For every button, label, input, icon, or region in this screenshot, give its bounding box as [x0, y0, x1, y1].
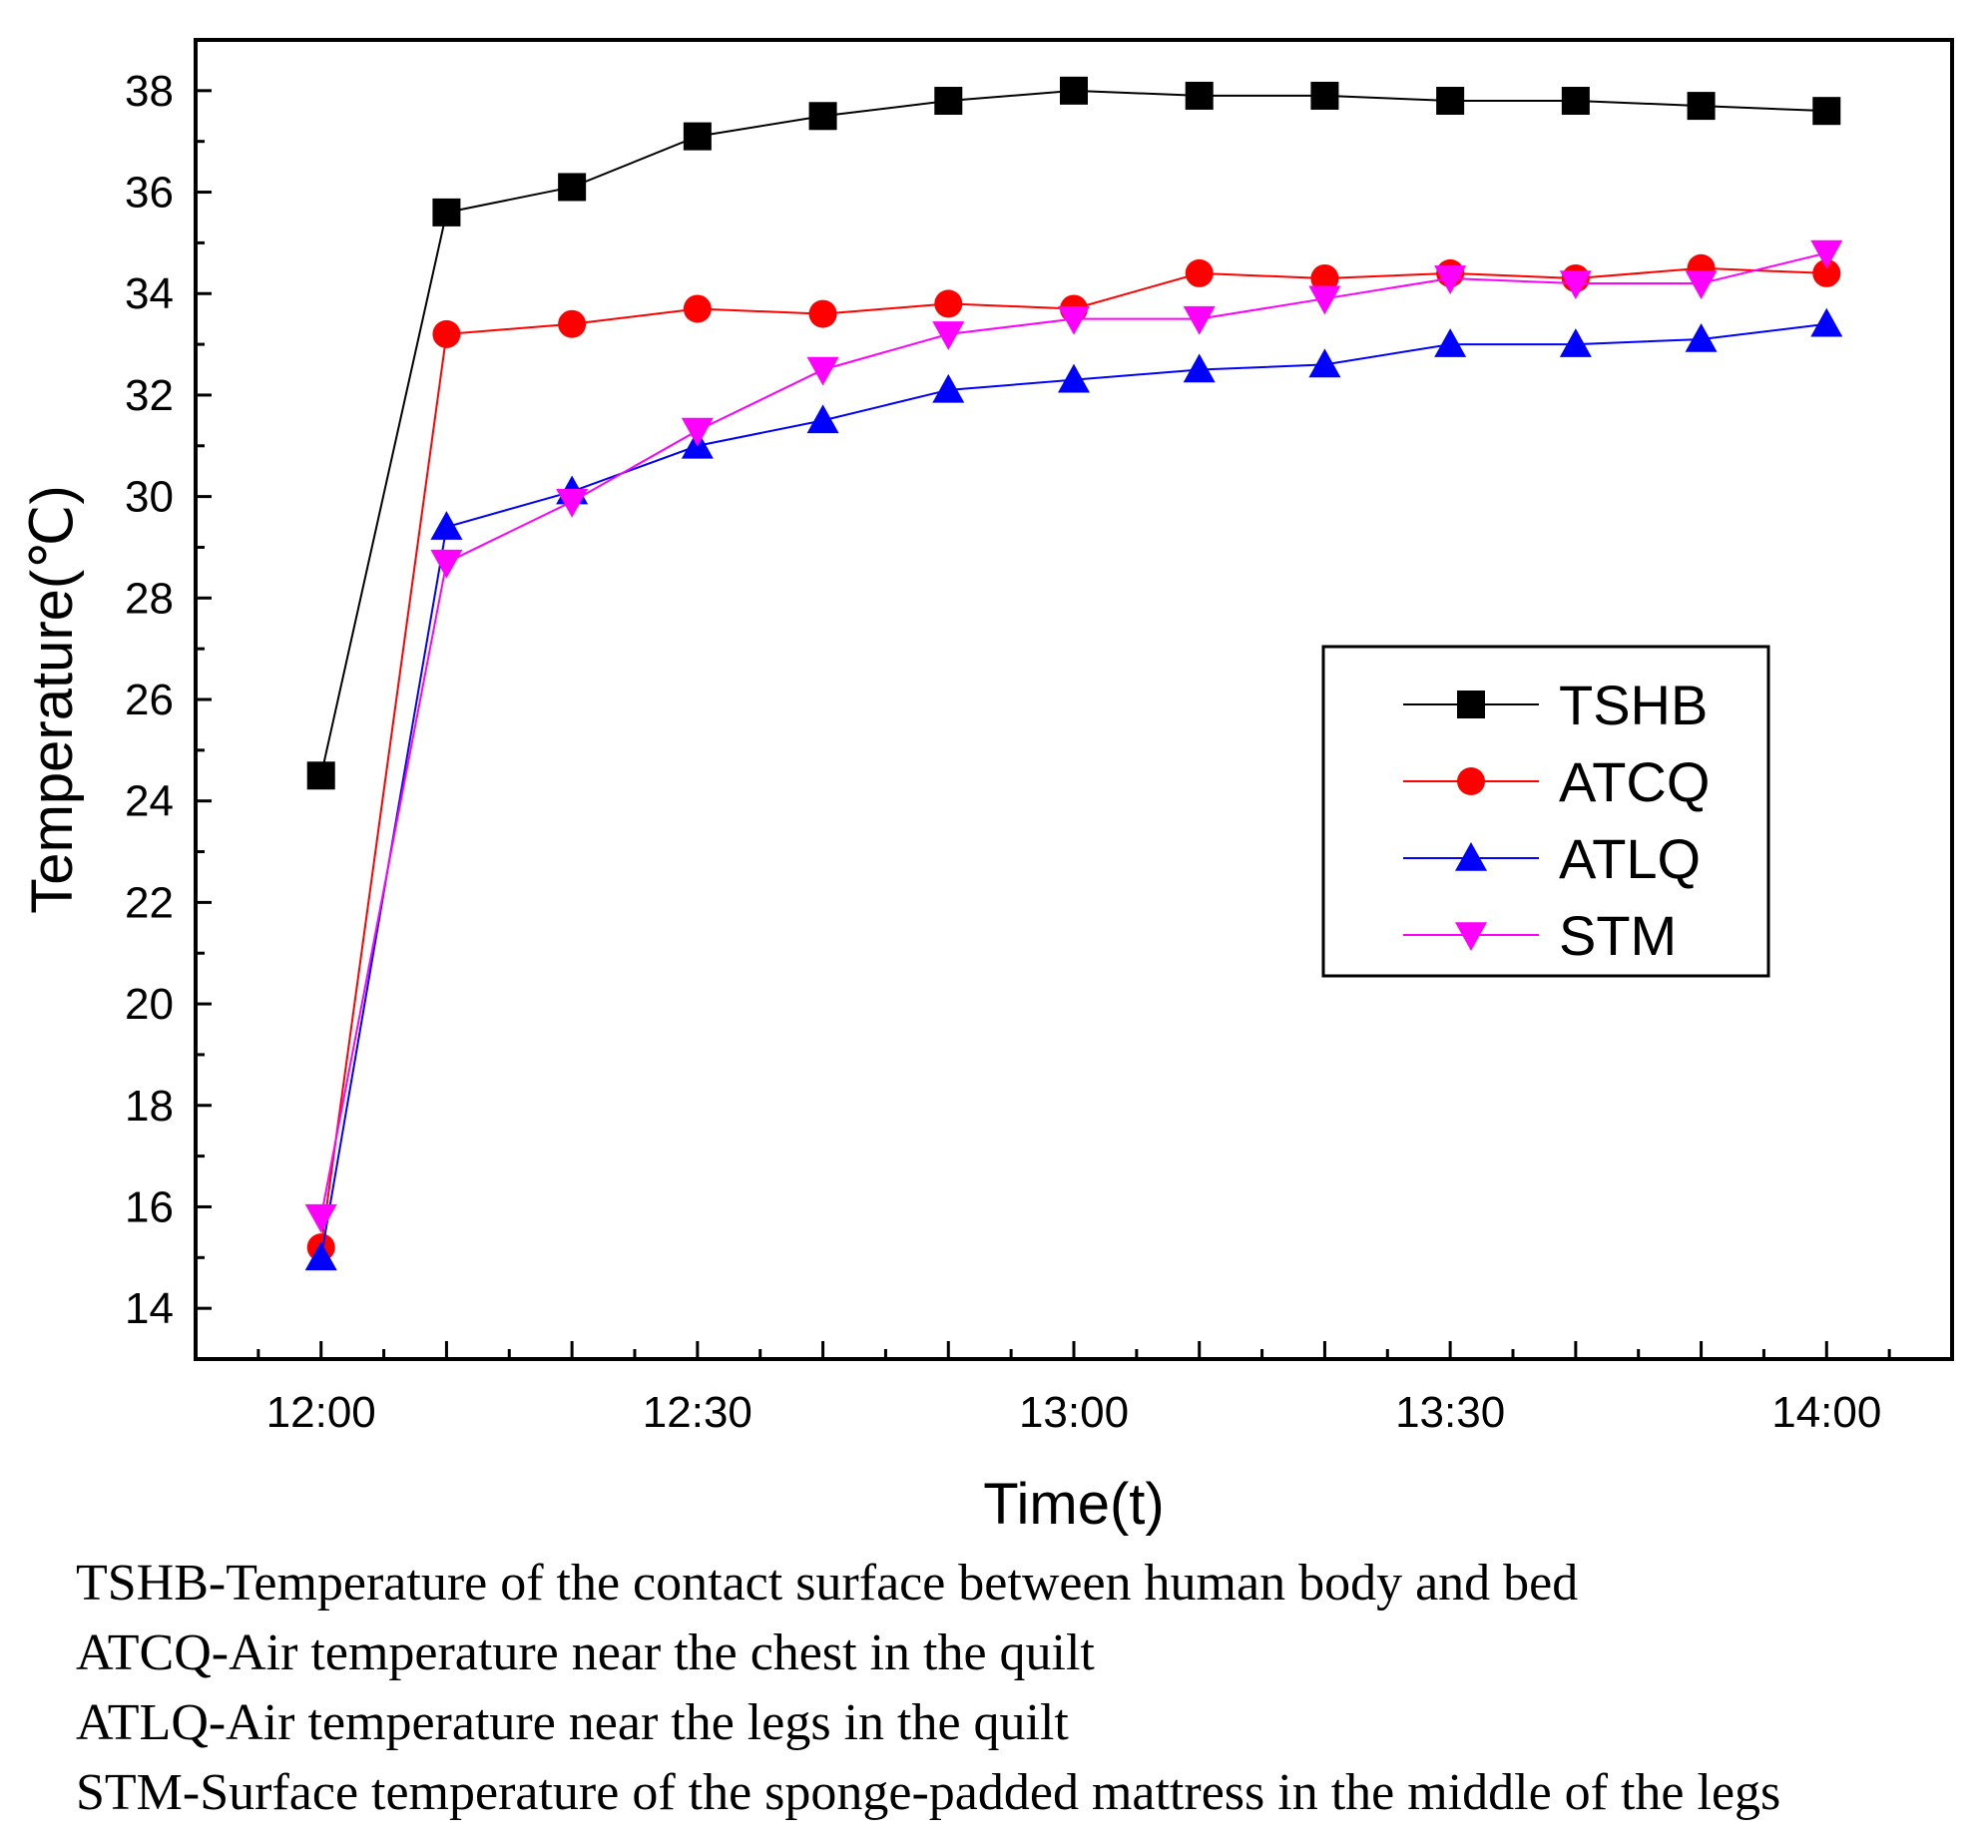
data-point-tshb [1310, 81, 1339, 110]
note-atcq: ATCQ-Air temperature near the chest in t… [76, 1624, 1095, 1681]
data-point-atlq [1434, 328, 1467, 357]
data-point-atcq [1185, 258, 1214, 287]
data-point-stm [1434, 265, 1467, 294]
data-point-stm [304, 1203, 337, 1233]
data-point-atcq [432, 319, 461, 348]
y-tick-label: 26 [125, 676, 174, 724]
data-point-atlq [932, 373, 965, 403]
y-tick-label: 18 [125, 1082, 174, 1131]
legend-marker-atcq [1457, 767, 1485, 795]
legend-item-atlq: ATLQ [1403, 827, 1701, 890]
data-point-stm [1685, 270, 1718, 300]
y-tick-label: 14 [125, 1284, 174, 1333]
x-tick-label: 13:30 [1395, 1388, 1505, 1437]
legend-box [1321, 645, 1770, 978]
data-point-atcq [934, 289, 963, 318]
data-point-tshb [683, 122, 712, 151]
abbreviation-notes: TSHB-Temperature of the contact surface … [76, 1549, 1972, 1828]
x-tick-label: 12:00 [266, 1388, 376, 1437]
data-point-atlq [1308, 348, 1341, 378]
data-point-atcq [683, 294, 712, 323]
legend-label-stm: STM [1559, 904, 1677, 967]
data-point-tshb [558, 173, 587, 202]
y-tick-label: 32 [125, 371, 174, 420]
series-tshb [306, 76, 1841, 790]
legend-item-atcq: ATCQ [1403, 750, 1710, 813]
y-tick-label: 16 [125, 1182, 174, 1231]
note-tshb: TSHB-Temperature of the contact surface … [76, 1555, 1579, 1612]
data-point-tshb [1687, 92, 1716, 121]
series-stm [304, 239, 1843, 1233]
y-tick-label: 22 [125, 878, 174, 927]
data-point-atlq [304, 1241, 337, 1271]
legend-item-tshb: TSHB [1403, 674, 1708, 736]
data-point-atlq [1559, 328, 1592, 357]
x-tick-label: 12:30 [643, 1388, 752, 1437]
data-point-stm [1559, 270, 1592, 300]
x-tick-label: 13:00 [1019, 1388, 1129, 1437]
data-point-atlq [1810, 307, 1843, 337]
x-axis-ticks: 12:00 12:30 13:00 13:30 14:00 [256, 1341, 1891, 1437]
y-axis-title: Temperature(℃) [20, 485, 85, 913]
y-tick-label: 34 [125, 269, 174, 318]
note-stm: STM-Surface temperature of the sponge-pa… [76, 1764, 1781, 1821]
y-tick-label: 24 [125, 777, 174, 826]
series-layer [304, 76, 1843, 1271]
data-point-atcq [808, 299, 837, 328]
data-point-tshb [432, 198, 461, 227]
data-point-tshb [1436, 87, 1465, 116]
data-point-stm [430, 549, 463, 579]
y-axis-ticks: 14 16 18 20 22 24 26 28 30 32 34 36 38 [125, 67, 212, 1361]
data-point-tshb [1185, 81, 1214, 110]
data-point-tshb [1561, 87, 1590, 116]
legend: TSHB ATCQ ATLQ STM [1321, 645, 1770, 978]
x-axis-title: Time(t) [983, 1472, 1164, 1537]
note-atlq: ATLQ-Air temperature near the legs in th… [76, 1694, 1069, 1751]
data-point-atcq [1812, 258, 1841, 287]
y-tick-label: 36 [125, 169, 174, 218]
legend-marker-stm [1455, 922, 1487, 951]
legend-marker-atlq [1455, 842, 1487, 871]
legend-label-tshb: TSHB [1559, 674, 1708, 736]
legend-marker-tshb [1457, 691, 1485, 718]
y-tick-label: 20 [125, 980, 174, 1029]
data-point-stm [806, 356, 839, 386]
data-point-stm [1810, 239, 1843, 269]
data-point-stm [681, 417, 714, 447]
data-point-tshb [808, 102, 837, 131]
data-point-atlq [1183, 353, 1216, 383]
data-point-stm [1183, 305, 1216, 335]
data-point-tshb [1812, 97, 1841, 126]
data-point-tshb [306, 761, 335, 790]
legend-label-atcq: ATCQ [1559, 750, 1710, 813]
y-tick-label: 38 [125, 67, 174, 116]
data-point-stm [932, 321, 965, 350]
y-tick-label: 28 [125, 574, 174, 623]
legend-item-stm: STM [1403, 904, 1677, 967]
data-point-atlq [806, 404, 839, 434]
data-point-atcq [558, 309, 587, 338]
x-tick-label: 14:00 [1771, 1388, 1881, 1437]
data-point-atlq [1058, 363, 1090, 393]
data-point-atlq [430, 511, 463, 540]
temperature-line-chart: 14 16 18 20 22 24 26 28 30 32 34 36 38 12:00 12:30 13:… [20, 38, 1954, 1537]
data-point-stm [1058, 305, 1090, 335]
data-point-tshb [934, 87, 963, 116]
data-point-tshb [1060, 76, 1088, 105]
data-point-stm [556, 488, 589, 518]
data-point-atlq [1685, 322, 1718, 352]
data-point-stm [1308, 285, 1341, 315]
legend-label-atlq: ATLQ [1559, 827, 1701, 890]
y-tick-label: 30 [125, 473, 174, 522]
data-point-atcq [1310, 263, 1339, 292]
